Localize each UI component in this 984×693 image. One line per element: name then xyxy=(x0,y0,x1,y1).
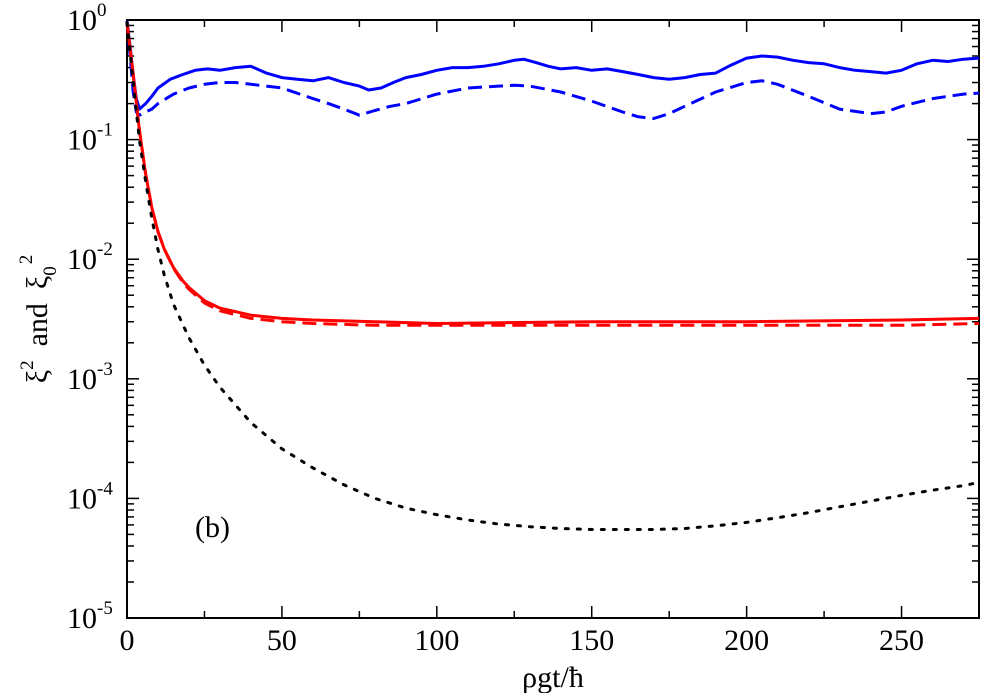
y-tick-label: 10-5 xyxy=(67,598,113,635)
x-axis-label: ρgt/ħ xyxy=(522,661,584,693)
series-red-solid xyxy=(125,22,980,325)
panel-annotation: (b) xyxy=(195,511,230,544)
x-tick-label: 250 xyxy=(879,624,924,657)
series-black-dotted xyxy=(125,21,981,531)
series-layer xyxy=(125,20,981,531)
axis-ticks xyxy=(126,19,980,619)
y-label-and: and xyxy=(21,303,54,346)
y-tick-label: 10-3 xyxy=(67,359,113,396)
y-tick-label: 100 xyxy=(67,0,107,37)
series-blue-solid xyxy=(125,20,980,111)
y-label-xi0: ξ xyxy=(21,276,54,289)
series-red-dashed xyxy=(125,22,980,327)
y-label-xi0-sub: 0 xyxy=(40,266,61,276)
y-tick-label: 10-4 xyxy=(67,478,113,515)
x-tick-label: 150 xyxy=(569,624,614,657)
y-axis-label: ξ2andξ02 xyxy=(16,255,61,384)
y-tick-label: 10-2 xyxy=(67,239,113,276)
y-label-xi-sup: 2 xyxy=(17,360,38,370)
x-tick-label: 0 xyxy=(120,624,135,657)
y-label-xi0-sup: 2 xyxy=(16,255,37,265)
y-tick-labels: 10-5 10-4 10-3 10-2 10-1 100 xyxy=(67,0,113,635)
x-tick-labels: 0 50 100 150 200 250 xyxy=(120,624,925,657)
x-tick-label: 200 xyxy=(724,624,769,657)
series-blue-dashed xyxy=(125,20,980,120)
svg-text:ξ2andξ02: ξ2andξ02 xyxy=(16,255,61,384)
y-tick-label: 10-1 xyxy=(67,120,113,157)
y-label-xi: ξ xyxy=(21,370,54,383)
x-tick-label: 50 xyxy=(267,624,297,657)
x-tick-label: 100 xyxy=(414,624,459,657)
